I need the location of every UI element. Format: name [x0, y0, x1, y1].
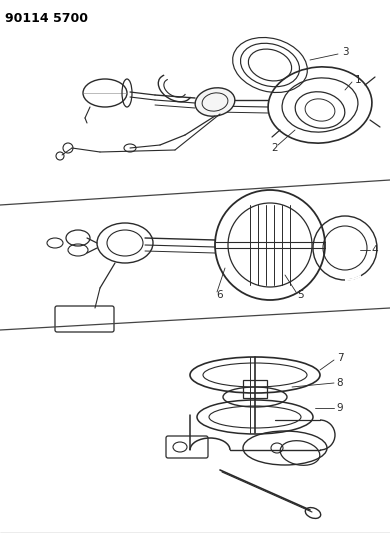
- Text: 90114 5700: 90114 5700: [5, 12, 88, 25]
- Text: 1: 1: [355, 75, 361, 85]
- Text: 9: 9: [337, 403, 343, 413]
- Bar: [243, 380, 267, 398]
- Text: 5: 5: [297, 290, 303, 300]
- Text: 2: 2: [272, 143, 278, 153]
- Ellipse shape: [83, 79, 127, 107]
- Text: 8: 8: [337, 378, 343, 388]
- Text: 3: 3: [342, 47, 348, 57]
- Text: 7: 7: [337, 353, 343, 363]
- Ellipse shape: [195, 88, 235, 116]
- FancyBboxPatch shape: [55, 306, 114, 332]
- FancyBboxPatch shape: [166, 436, 208, 458]
- Text: 4: 4: [372, 245, 378, 255]
- Text: 6: 6: [217, 290, 223, 300]
